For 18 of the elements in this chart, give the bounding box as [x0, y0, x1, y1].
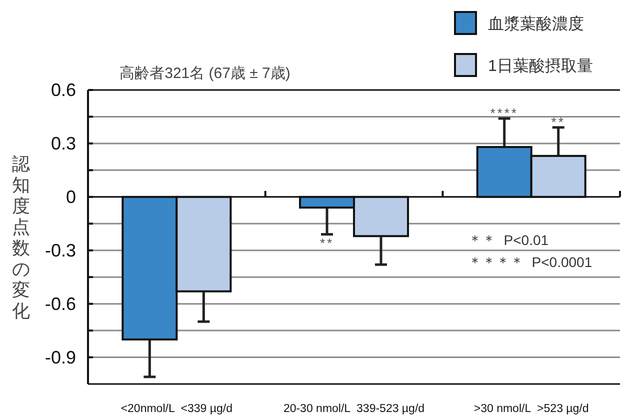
annotation: ＊＊＊＊ P<0.0001 — [468, 254, 592, 270]
y-axis-title: 認知度点数の変化 — [12, 154, 30, 321]
annotation: ** — [551, 114, 566, 130]
x-tick-label: 20-30 nmol/L 339-523 µg/d — [283, 403, 425, 415]
annotation: ＊＊ P<0.01 — [468, 232, 549, 248]
annotation: **** — [490, 106, 518, 121]
chart-title: 高齢者321名 (67歳 ± 7歳) — [120, 65, 290, 82]
y-tick-label: 0.3 — [50, 133, 76, 154]
annotation: ** — [320, 235, 334, 250]
y-tick-label: 0 — [66, 186, 76, 207]
x-tick-label: >30 nmol/L >523 µg/d — [474, 403, 589, 415]
legend-label: 1日葉酸摂取量 — [488, 57, 593, 75]
x-tick-label: <20nmol/L <339 µg/d — [120, 403, 233, 415]
y-tick-label: -0.6 — [44, 294, 76, 314]
y-tick-label: 0.6 — [50, 80, 76, 100]
y-tick-label: -0.9 — [44, 347, 76, 368]
legend-label: 血漿葉酸濃度 — [488, 15, 584, 33]
y-tick-label: -0.3 — [44, 240, 76, 260]
